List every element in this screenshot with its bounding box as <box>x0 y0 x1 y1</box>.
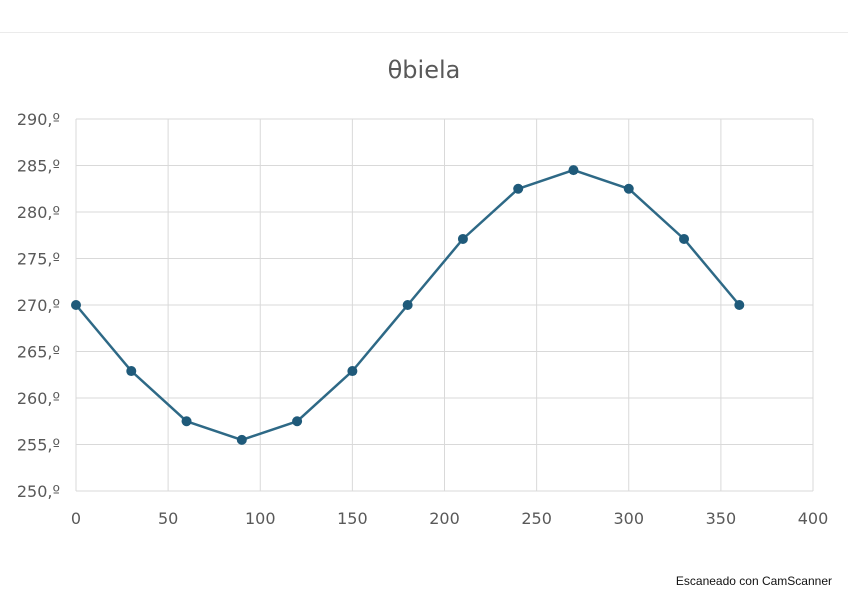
y-tick-label: 270,º <box>17 296 60 315</box>
data-point <box>402 300 413 310</box>
y-tick-label: 265,º <box>17 343 60 362</box>
y-axis-ticks: 250,º 255,º 260,º 265,º 270,º 275,º 280,º 285,º… <box>17 110 60 501</box>
data-point <box>292 416 303 427</box>
x-tick-label: 0 <box>71 509 81 528</box>
grid-lines <box>75 118 814 492</box>
top-divider <box>0 32 848 33</box>
x-tick-label: 250 <box>521 509 552 528</box>
data-point <box>513 183 524 194</box>
chart-title: θbiela <box>387 56 461 84</box>
x-tick-label: 400 <box>798 509 829 528</box>
series-group <box>71 165 745 445</box>
x-tick-label: 50 <box>158 509 178 528</box>
data-point <box>457 233 468 244</box>
x-tick-label: 350 <box>706 509 737 528</box>
x-tick-label: 150 <box>337 509 368 528</box>
data-point <box>236 434 247 445</box>
y-tick-label: 250,º <box>17 482 60 501</box>
data-point <box>568 165 579 176</box>
y-tick-label: 290,º <box>17 110 60 129</box>
data-point <box>347 366 358 377</box>
y-tick-label: 275,º <box>17 250 60 269</box>
data-point <box>679 233 690 244</box>
data-point <box>126 366 137 377</box>
x-axis-ticks: 0 50 100 150 200 250 300 350 400 <box>71 509 828 528</box>
x-tick-label: 300 <box>613 509 644 528</box>
y-tick-label: 260,º <box>17 389 60 408</box>
y-tick-label: 255,º <box>17 436 60 455</box>
watermark-text: Escaneado con CamScanner <box>675 574 832 588</box>
x-tick-label: 200 <box>429 509 460 528</box>
data-point <box>181 416 192 427</box>
y-tick-label: 285,º <box>17 157 60 176</box>
x-tick-label: 100 <box>245 509 276 528</box>
data-point <box>623 183 634 194</box>
data-point <box>734 300 745 310</box>
y-tick-label: 280,º <box>17 203 60 222</box>
data-point <box>71 300 81 310</box>
